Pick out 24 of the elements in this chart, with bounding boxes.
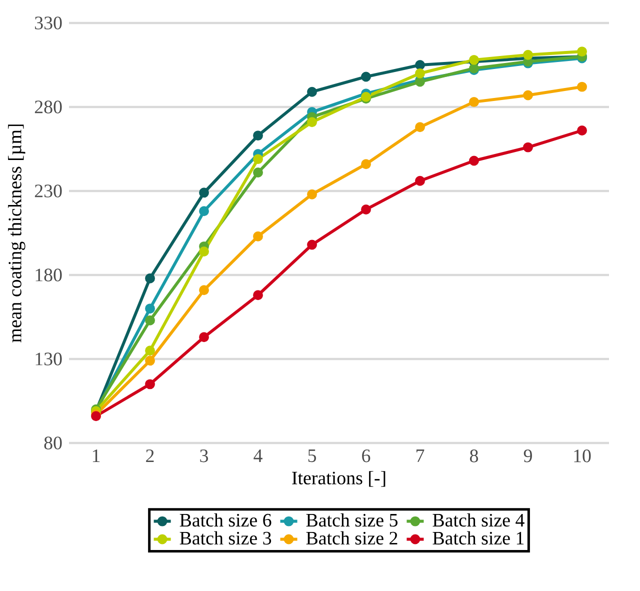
legend-label: Batch size 2 — [306, 531, 398, 545]
y-tick-label: 230 — [34, 184, 62, 198]
x-tick-label: 2 — [146, 449, 154, 462]
y-tick-label: 330 — [35, 16, 62, 30]
x-axis-title: Iterations [-] — [292, 471, 386, 487]
x-tick-label: 9 — [524, 449, 532, 462]
x-tick-label: 6 — [362, 449, 370, 462]
x-tick-label: 1 — [92, 450, 100, 462]
y-tick-label: 280 — [34, 100, 62, 114]
legend-label: Batch size 1 — [432, 531, 524, 545]
legend-label: Batch size 6 — [180, 513, 272, 527]
y-tick-label: 130 — [36, 352, 62, 366]
x-tick-label: 3 — [200, 449, 208, 462]
y-tick-label: 80 — [44, 436, 62, 450]
x-tick-label: 7 — [416, 449, 424, 462]
legend-label: Batch size 5 — [306, 513, 398, 527]
x-tick-label: 4 — [254, 450, 262, 462]
y-axis-title: mean coating thickness [µm] — [8, 124, 26, 342]
x-tick-label: 5 — [308, 449, 316, 462]
y-tick-label: 180 — [36, 268, 62, 282]
legend-label: Batch size 4 — [432, 513, 524, 527]
x-tick-label: 8 — [470, 450, 478, 462]
x-tick-label: 10 — [574, 450, 591, 462]
legend-label: Batch size 3 — [180, 531, 272, 545]
